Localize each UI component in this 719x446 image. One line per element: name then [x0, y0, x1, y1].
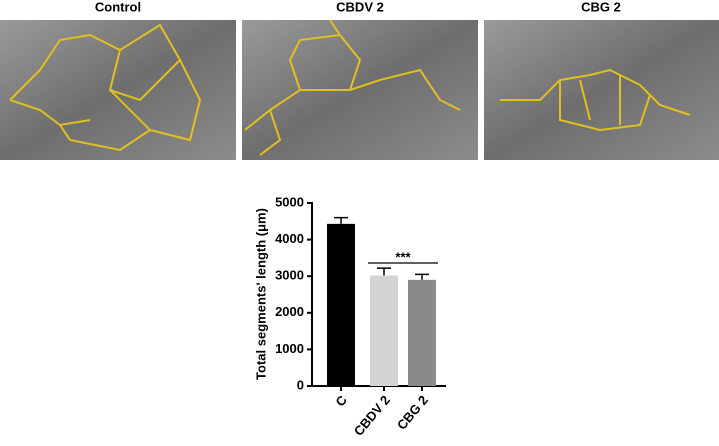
network-overlay	[9, 23, 202, 152]
y-tick-label: 1000	[275, 341, 304, 356]
image-panel	[0, 19, 719, 160]
significance-label: ***	[395, 249, 411, 264]
bar	[408, 279, 436, 386]
x-tick-label: C	[332, 392, 350, 409]
panel-title: CBDV 2	[336, 0, 384, 14]
network-overlay	[244, 19, 461, 156]
y-tick-label: 2000	[275, 304, 304, 319]
y-tick-label: 5000	[275, 194, 304, 209]
panel-title: Control	[95, 0, 141, 14]
bar	[327, 223, 355, 386]
y-tick-label: 0	[297, 377, 304, 392]
x-tick-label: CBDV 2	[351, 392, 393, 438]
y-axis-label: Total segments' length (μm)	[253, 208, 268, 380]
network-overlay	[500, 68, 691, 132]
bar	[370, 275, 398, 386]
panel-title: CBG 2	[581, 0, 621, 14]
x-tick-label: CBG 2	[394, 392, 431, 432]
y-tick-label: 3000	[275, 268, 304, 283]
y-tick-label: 4000	[275, 231, 304, 246]
